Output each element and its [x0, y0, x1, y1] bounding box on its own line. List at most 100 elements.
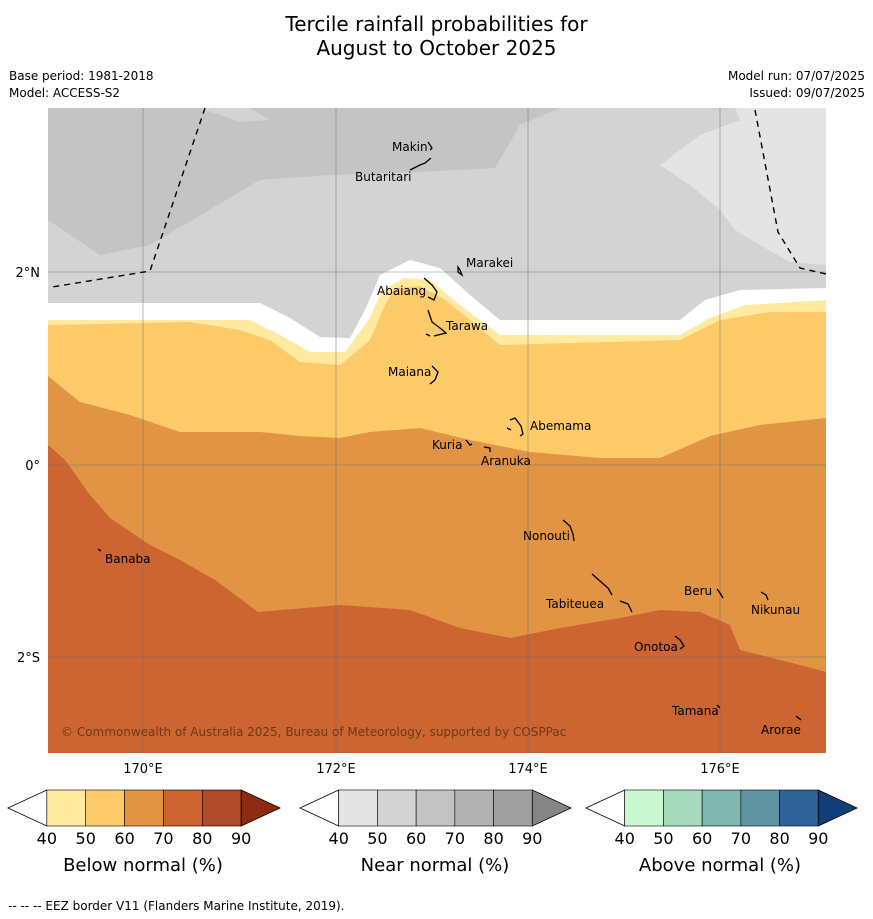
- label-maiana: Maiana: [388, 365, 431, 379]
- colorbar-below-tick-60: 60: [114, 829, 134, 848]
- colorbar-near-high-extend: [531, 789, 572, 827]
- island-banaba: [97, 548, 102, 552]
- label-makin: Makin: [392, 140, 428, 154]
- colorbar-above-high-extend: [817, 789, 858, 827]
- colorbar-below-normal: Below normal (%) 40 50 60 70 80 90: [7, 789, 281, 876]
- base-period: Base period: 1981-2018: [9, 69, 154, 83]
- colorbar-title-below: Below normal (%): [63, 855, 223, 876]
- label-beru: Beru: [684, 584, 712, 598]
- label-tamana: Tamana: [671, 704, 719, 718]
- label-arorae: Arorae: [761, 723, 801, 737]
- label-abaiang: Abaiang: [377, 284, 426, 298]
- colorbar-near-tick-80: 80: [483, 829, 503, 848]
- probability-map: Makin Butaritari Marakei Abaiang Tarawa …: [48, 108, 826, 753]
- colorbar-near-bin-50: [377, 789, 417, 827]
- island-marakei: [457, 264, 464, 277]
- colorbar-below-bin-40: [46, 789, 87, 827]
- island-butaritari: [409, 157, 432, 171]
- island-abemama: [506, 417, 524, 437]
- colorbar-below-bin-60: [124, 789, 164, 827]
- lat-label-2n: 2°N: [16, 266, 41, 281]
- lat-axis-labels: 2°N 0° 2°S: [16, 266, 41, 666]
- title-line-2: August to October 2025: [316, 36, 557, 60]
- copyright-notice: © Commonwealth of Australia 2025, Bureau…: [61, 725, 566, 739]
- meta-right: Model run: 07/07/2025 Issued: 09/07/2025: [728, 68, 865, 102]
- lon-label-174e: 174°E: [508, 762, 548, 777]
- colorbar-below-low-extend: [7, 789, 48, 827]
- colorbar-above-bin-80: [779, 789, 819, 827]
- island-beru: [716, 588, 724, 599]
- near-normal-70-area-west: [48, 108, 560, 255]
- island-maiana: [429, 365, 439, 385]
- colorbar-near-tick-60: 60: [406, 829, 426, 848]
- title-line-1: Tercile rainfall probabilities for: [285, 12, 588, 36]
- label-abemama: Abemama: [530, 419, 591, 433]
- colorbar-below-tick-80: 80: [192, 829, 212, 848]
- colorbar-near-normal: Near normal (%) 40 50 60 70 80 90: [299, 789, 572, 876]
- meta-left: Base period: 1981-2018 Model: ACCESS-S2: [9, 68, 154, 102]
- model-run: Model run: 07/07/2025: [727, 69, 865, 83]
- label-marakei: Marakei: [466, 256, 513, 270]
- colorbar-above-bin-70: [740, 789, 780, 827]
- colorbar-below-tick-70: 70: [153, 829, 173, 848]
- colorbar-above-tick-70: 70: [731, 829, 751, 848]
- colorbar-near-tick-70: 70: [445, 829, 465, 848]
- island-makin: [427, 141, 433, 151]
- colorbar-near-low-extend: [299, 789, 340, 827]
- chart-title: Tercile rainfall probabilities for Augus…: [0, 12, 873, 60]
- colorbar-below-tick-40: 40: [37, 829, 57, 848]
- island-labels: Makin Butaritari Marakei Abaiang Tarawa …: [105, 140, 801, 737]
- model-name: Model: ACCESS-S2: [9, 86, 121, 100]
- lon-axis-labels: 170°E 172°E 174°E 176°E: [123, 762, 740, 777]
- label-banaba: Banaba: [105, 552, 151, 566]
- colorbar-below-bin-80: [201, 789, 242, 827]
- label-tarawa: Tarawa: [445, 319, 488, 333]
- colorbar-title-above: Above normal (%): [639, 855, 801, 876]
- colorbar-above-tick-60: 60: [692, 829, 712, 848]
- label-nikunau: Nikunau: [751, 603, 800, 617]
- map-figure: Makin Butaritari Marakei Abaiang Tarawa …: [7, 108, 858, 876]
- colorbar-near-tick-90: 90: [522, 829, 542, 848]
- label-butaritari: Butaritari: [355, 170, 412, 184]
- island-onotoa: [674, 635, 685, 650]
- lon-label-172e: 172°E: [316, 762, 356, 777]
- colorbar-near-tick-40: 40: [329, 829, 349, 848]
- island-tamana: [716, 704, 721, 709]
- near-normal-60-inlet: [200, 108, 270, 122]
- island-tarawa: [425, 309, 448, 337]
- label-kuria: Kuria: [432, 438, 463, 452]
- island-kuria: [465, 439, 473, 446]
- colorbar-above-tick-80: 80: [769, 829, 789, 848]
- island-nikunau: [760, 591, 769, 601]
- colorbar-above-normal: Above normal (%) 40 50 60 70 80 90: [585, 789, 858, 876]
- island-abaiang: [423, 277, 438, 301]
- label-tabiteuea: Tabiteuea: [545, 597, 604, 611]
- lat-label-0: 0°: [25, 459, 40, 474]
- grid-lines: [48, 108, 826, 753]
- label-onotoa: Onotoa: [634, 640, 678, 654]
- island-tabiteuea: [591, 573, 633, 613]
- issued-date: Issued: 09/07/2025: [749, 86, 865, 100]
- colorbar-near-bin-80: [493, 789, 533, 827]
- label-nonouti: Nonouti: [523, 529, 570, 543]
- eez-border: [51, 108, 826, 288]
- colorbar-above-bin-50: [663, 789, 703, 827]
- colorbar-near-tick-50: 50: [367, 829, 387, 848]
- colorbar-near-bin-60: [415, 789, 456, 827]
- below-normal-80-area: [48, 445, 826, 753]
- island-nonouti: [562, 519, 575, 542]
- label-aranuka: Aranuka: [481, 454, 531, 468]
- colorbar-below-high-extend: [240, 789, 281, 827]
- colorbar-above-tick-50: 50: [653, 829, 673, 848]
- colorbar-near-bin-40: [338, 789, 378, 827]
- colorbar-below-bin-50: [85, 789, 125, 827]
- colorbar-near-bin-70: [454, 789, 494, 827]
- colorbar-above-bin-60: [701, 789, 742, 827]
- colorbar-above-low-extend: [585, 789, 626, 827]
- colorbar-above-tick-40: 40: [615, 829, 635, 848]
- lon-label-176e: 176°E: [700, 762, 740, 777]
- colorbar-below-tick-90: 90: [231, 829, 251, 848]
- island-arorae: [795, 715, 802, 721]
- colorbar-below-tick-50: 50: [76, 829, 96, 848]
- lon-label-170e: 170°E: [123, 762, 163, 777]
